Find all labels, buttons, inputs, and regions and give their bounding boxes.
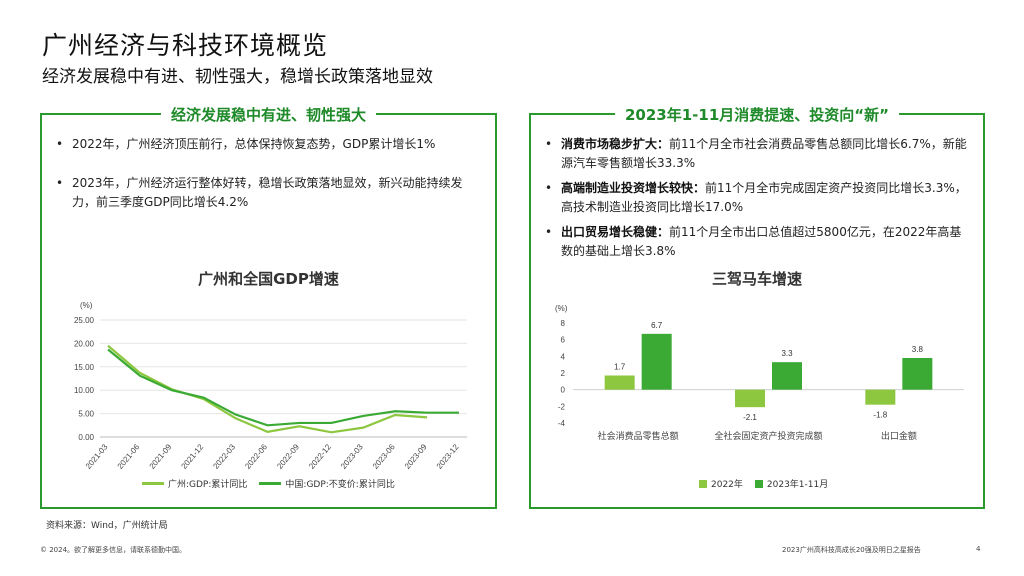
bar — [902, 358, 933, 390]
legend-swatch — [259, 482, 282, 485]
x-tick-label: 2021-09 — [148, 442, 174, 471]
right-bullets: • 消费市场稳步扩大：前11个月全市社会消费品零售总额同比增长6.7%，新能源汽… — [545, 135, 969, 267]
bullet-text: 2022年，广州经济顶压前行，总体保持恢复态势，GDP累计增长1% — [72, 137, 436, 151]
bar — [604, 375, 635, 390]
category-label: 全社会固定资产投资完成额 — [714, 430, 822, 441]
y-tick-label: 6 — [561, 336, 566, 345]
left-bullets: • 2022年，广州经济顶压前行，总体保持恢复态势，GDP累计增长1% • 20… — [56, 135, 481, 218]
bullet-bold: 消费市场稳步扩大： — [561, 137, 670, 151]
footer-copyright: © 2024。欲了解更多信息，请联系德勤中国。 — [40, 546, 187, 554]
y-tick-label: 2 — [561, 369, 566, 378]
legend-swatch — [142, 482, 164, 485]
page-number: 4 — [976, 545, 981, 553]
legend-item: 2022年 — [699, 477, 743, 490]
legend-label: 2023年1-11月 — [766, 480, 829, 490]
series-line — [107, 344, 428, 434]
data-label: -1.8 — [873, 411, 887, 420]
page-title: 广州经济与科技环境概览 — [42, 31, 329, 60]
page-subtitle: 经济发展稳中有进、韧性强大，稳增长政策落地显效 — [42, 67, 433, 87]
x-tick-label: 2021-12 — [179, 442, 205, 471]
y-tick-label: 8 — [561, 319, 566, 328]
bullet-item: • 消费市场稳步扩大：前11个月全市社会消费品零售总额同比增长6.7%，新能源汽… — [545, 137, 967, 170]
bullet-item: • 出口贸易增长稳健：前11个月全市出口总值超过5800亿元，在2022年高基数… — [545, 225, 962, 258]
y-tick-label: 5.00 — [78, 410, 94, 419]
right-panel: 2023年1-11月消费提速、投资向“新” • 消费市场稳步扩大：前11个月全市… — [529, 106, 985, 509]
y-tick-label: 25.00 — [74, 316, 95, 325]
x-tick-label: 2023-12 — [435, 442, 461, 471]
right-panel-heading: 2023年1-11月消费提速、投资向“新” — [614, 106, 899, 124]
bullet-text: 前11个月全市社会消费品零售总额同比增长6.7%，新能源汽车零售额增长33.3% — [561, 137, 967, 170]
bar — [641, 333, 672, 390]
legend-label: 广州:GDP:累计同比 — [168, 480, 248, 490]
bullet-item: • 2022年，广州经济顶压前行，总体保持恢复态势，GDP累计增长1% — [56, 135, 481, 154]
y-axis-label: (%) — [555, 304, 568, 313]
x-tick-label: 2023-09 — [403, 442, 429, 471]
bullet-text: 2023年，广州经济运行整体好转，稳增长政策落地显效，新兴动能持续发力，前三季度… — [72, 176, 463, 209]
y-tick-label: -4 — [558, 419, 566, 428]
x-tick-label: 2022-03 — [211, 442, 237, 471]
troika-bar-chart: (%) -4 -2 0 2 4 6 8 1.7 6.7 社会消费品零售总额 -2.1 3.3 全社会固定资… — [555, 304, 964, 441]
category-label: 出口金额 — [881, 430, 917, 441]
data-label: 1.7 — [614, 363, 626, 372]
y-tick-label: 0 — [561, 386, 566, 395]
legend-item: 中国:GDP:不变价:累计同比 — [259, 477, 395, 490]
bar-chart-title: 三驾马车增速 — [711, 270, 802, 288]
y-tick-label: 15.00 — [74, 363, 95, 372]
data-label: 6.7 — [651, 321, 663, 330]
legend-item: 广州:GDP:累计同比 — [142, 477, 247, 490]
bullet-text: 前11个月全市出口总值超过5800亿元，在2022年高基数的基础上增长3.8% — [561, 225, 962, 258]
y-tick-label: 4 — [561, 352, 566, 361]
x-tick-label: 2023-03 — [339, 442, 365, 471]
line-chart-legend: 广州:GDP:累计同比 中国:GDP:不变价:累计同比 — [142, 477, 407, 490]
line-chart-title: 广州和全国GDP增速 — [198, 270, 339, 288]
x-tick-label: 2021-06 — [116, 442, 142, 471]
data-label: -2.1 — [743, 413, 757, 422]
legend-label: 中国:GDP:不变价:累计同比 — [285, 480, 395, 490]
bullet-text: 前11个月全市完成固定资产投资同比增长3.3%，高技术制造业投资同比增长17.0… — [561, 181, 967, 214]
y-tick-label: -2 — [558, 402, 566, 411]
series-line — [107, 348, 459, 427]
x-tick-label: 2022-06 — [243, 442, 269, 471]
bar-chart-legend: 2022年 2023年1-11月 — [699, 477, 840, 490]
bar — [772, 362, 802, 390]
bullet-bold: 高端制造业投资增长较快： — [561, 181, 706, 195]
y-tick-label: 20.00 — [74, 339, 95, 348]
x-tick-label: 2022-12 — [307, 442, 333, 471]
category-label: 社会消费品零售总额 — [598, 430, 679, 441]
y-axis-label: (%) — [80, 301, 93, 310]
legend-item: 2023年1-11月 — [754, 477, 829, 490]
legend-swatch — [699, 479, 707, 488]
source-note: 资料来源：Wind，广州统计局 — [46, 521, 168, 531]
legend-label: 2022年 — [711, 480, 743, 490]
bullet-bold: 出口贸易增长稳健： — [561, 225, 670, 239]
y-tick-label: 0.00 — [78, 433, 94, 442]
data-label: 3.3 — [781, 349, 793, 358]
footer-report-name: 2023广州高科技高成长20强及明日之星报告 — [782, 546, 921, 554]
legend-swatch — [754, 479, 763, 488]
x-tick-label: 2021-03 — [84, 442, 110, 471]
left-panel-heading: 经济发展稳中有进、韧性强大 — [160, 106, 376, 124]
bullet-item: • 2023年，广州经济运行整体好转，稳增长政策落地显效，新兴动能持续发力，前三… — [56, 174, 481, 212]
bar — [735, 389, 765, 408]
x-tick-label: 2023-06 — [371, 442, 397, 471]
x-tick-label: 2022-09 — [275, 442, 301, 471]
bullet-item: • 高端制造业投资增长较快：前11个月全市完成固定资产投资同比增长3.3%，高技… — [545, 181, 967, 214]
left-panel: 经济发展稳中有进、韧性强大 • 2022年，广州经济顶压前行，总体保持恢复态势，… — [40, 106, 497, 509]
data-label: 3.8 — [912, 345, 924, 354]
bar — [865, 389, 896, 405]
y-tick-label: 10.00 — [74, 386, 95, 395]
